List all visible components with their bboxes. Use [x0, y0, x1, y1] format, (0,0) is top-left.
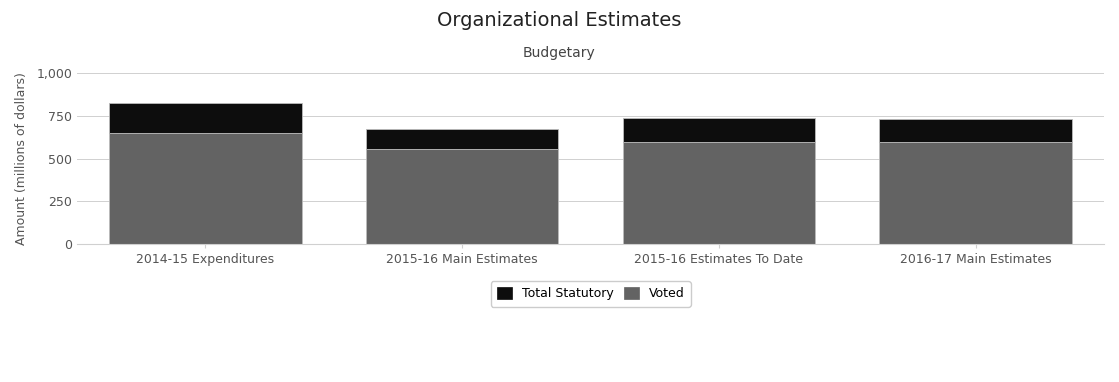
Bar	[110, 104, 302, 133]
Legend: Total Statutory, Voted: Total Statutory, Voted	[490, 281, 690, 307]
Bar	[110, 133, 302, 244]
Bar	[622, 118, 815, 142]
Y-axis label: Amount (millions of dollars): Amount (millions of dollars)	[15, 72, 28, 245]
Bar	[880, 142, 1072, 244]
Bar	[622, 142, 815, 244]
Bar	[366, 129, 558, 149]
Bar	[880, 119, 1072, 142]
Text: Organizational Estimates: Organizational Estimates	[438, 11, 681, 31]
Bar	[366, 149, 558, 244]
Text: Budgetary: Budgetary	[523, 46, 596, 60]
